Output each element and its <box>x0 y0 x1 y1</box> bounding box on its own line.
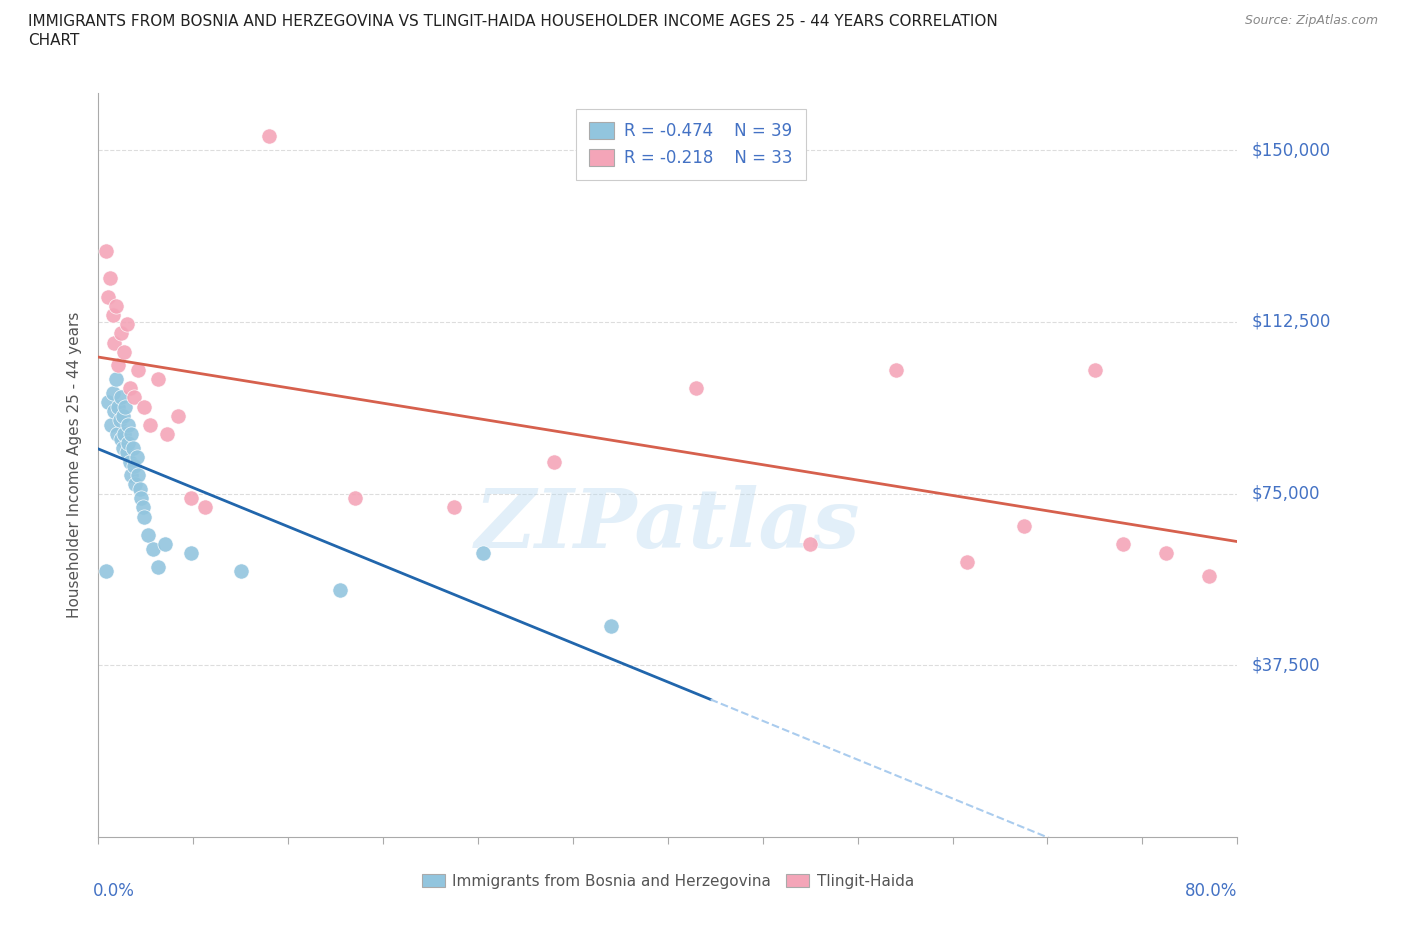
Point <box>111 408 134 423</box>
Point <box>259 129 281 144</box>
Point <box>1154 546 1177 561</box>
Text: Source: ZipAtlas.com: Source: ZipAtlas.com <box>1244 14 1378 27</box>
Point <box>600 619 623 634</box>
Point <box>118 454 141 469</box>
Point <box>127 363 149 378</box>
Point <box>101 385 124 400</box>
Point <box>115 445 138 459</box>
Point <box>156 427 179 442</box>
Point <box>111 441 134 456</box>
Text: CHART: CHART <box>28 33 80 47</box>
Text: $37,500: $37,500 <box>1251 657 1320 674</box>
Point <box>180 491 202 506</box>
Point <box>110 390 132 405</box>
Text: $75,000: $75,000 <box>1251 485 1320 502</box>
Point <box>443 500 465 515</box>
Point <box>98 271 121 286</box>
Point <box>685 381 707 396</box>
Point <box>101 308 124 323</box>
Y-axis label: Householder Income Ages 25 - 44 years: Householder Income Ages 25 - 44 years <box>67 312 83 618</box>
Point <box>112 427 135 442</box>
Point <box>136 527 159 542</box>
Text: $150,000: $150,000 <box>1251 141 1330 159</box>
Point <box>105 427 128 442</box>
Point <box>94 564 117 578</box>
Point <box>1012 518 1035 533</box>
Point <box>125 449 148 464</box>
Point <box>110 326 132 340</box>
Point <box>118 381 141 396</box>
Legend: Immigrants from Bosnia and Herzegovina, Tlingit-Haida: Immigrants from Bosnia and Herzegovina, … <box>413 866 922 897</box>
Point <box>117 418 139 432</box>
Point <box>100 418 122 432</box>
Point <box>194 500 217 515</box>
Point <box>122 458 145 473</box>
Point <box>1198 568 1220 583</box>
Point <box>117 436 139 451</box>
Point <box>155 537 177 551</box>
Point <box>114 399 136 414</box>
Text: 0.0%: 0.0% <box>93 882 135 899</box>
Point <box>167 408 190 423</box>
Point <box>107 399 129 414</box>
Point <box>543 454 565 469</box>
Text: $112,500: $112,500 <box>1251 312 1330 331</box>
Point <box>97 289 120 304</box>
Point <box>122 390 145 405</box>
Point <box>180 546 202 561</box>
Point <box>108 413 131 428</box>
Point <box>884 363 907 378</box>
Text: 80.0%: 80.0% <box>1185 882 1237 899</box>
Point <box>110 432 132 446</box>
Point <box>343 491 366 506</box>
Point <box>471 546 494 561</box>
Point <box>115 317 138 332</box>
Point <box>120 427 142 442</box>
Point <box>141 541 163 556</box>
Point <box>1112 537 1135 551</box>
Point <box>131 500 153 515</box>
Point <box>799 537 821 551</box>
Point <box>229 564 252 578</box>
Point <box>138 418 160 432</box>
Point <box>103 404 125 418</box>
Point <box>329 582 352 597</box>
Point <box>132 509 155 524</box>
Point <box>132 399 155 414</box>
Text: IMMIGRANTS FROM BOSNIA AND HERZEGOVINA VS TLINGIT-HAIDA HOUSEHOLDER INCOME AGES : IMMIGRANTS FROM BOSNIA AND HERZEGOVINA V… <box>28 14 998 29</box>
Point <box>124 477 146 492</box>
Point <box>104 372 127 387</box>
Point <box>1084 363 1107 378</box>
Point <box>112 344 135 359</box>
Point <box>104 299 127 313</box>
Point <box>103 335 125 350</box>
Point <box>148 560 170 575</box>
Point <box>97 394 120 409</box>
Point <box>128 482 150 497</box>
Text: ZIPatlas: ZIPatlas <box>475 485 860 565</box>
Point <box>127 468 149 483</box>
Point <box>107 358 129 373</box>
Point <box>129 491 152 506</box>
Point <box>956 555 979 570</box>
Point <box>148 372 170 387</box>
Point <box>94 244 117 259</box>
Point <box>121 441 143 456</box>
Point <box>120 468 142 483</box>
